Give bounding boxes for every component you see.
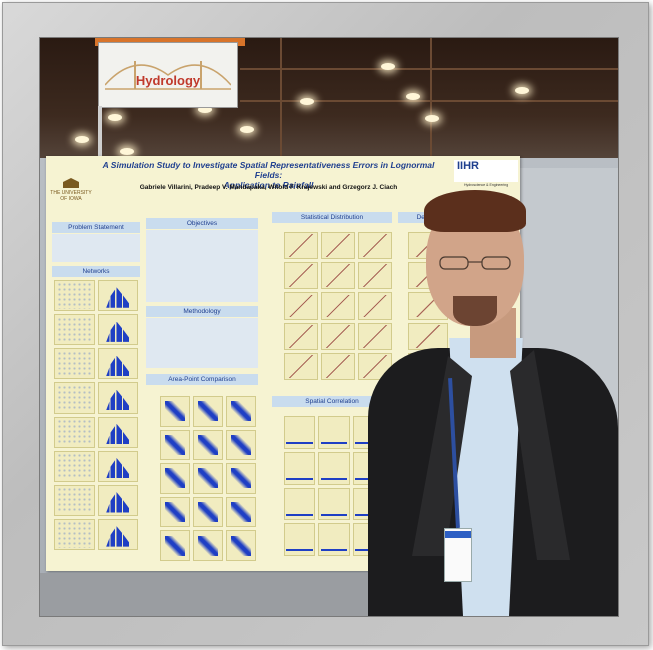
ceiling-light [198, 106, 212, 113]
ceiling-light [381, 63, 395, 70]
networks-plots [54, 280, 138, 550]
ceiling-light [300, 98, 314, 105]
university-logo: THE UNIVERSITY OF IOWA [50, 178, 92, 202]
glasses-icon [439, 256, 511, 270]
iihr-logo-subtitle: Hydroscience & Engineering [464, 183, 509, 187]
section-objectives: Objectives [146, 218, 258, 229]
problem-text [52, 234, 140, 262]
name-badge [444, 528, 472, 582]
bridge-graphic [105, 61, 231, 90]
section-statistical-distribution: Statistical Distribution [272, 212, 392, 223]
poster-title: A Simulation Study to Investigate Spatia… [102, 160, 435, 190]
ceiling-light [75, 136, 89, 143]
methodology-text [146, 318, 258, 368]
section-networks: Networks [52, 266, 140, 277]
sign-pole [98, 106, 102, 161]
section-spatial-correlation: Spatial Correlation [272, 396, 392, 407]
ceiling-light [120, 148, 134, 155]
iihr-logo: IIHR [454, 160, 518, 182]
ceiling-light [240, 126, 254, 133]
poster-authors: Gabriele Villarini, Pradeep V. Mandapaka… [139, 184, 398, 191]
hydrology-sign: Hydrology [98, 42, 238, 108]
objectives-text [146, 230, 258, 302]
section-area-point-comparison: Area-Point Comparison [146, 374, 258, 385]
person-hair [424, 190, 526, 232]
ceiling-light [515, 87, 529, 94]
section-problem-statement: Problem Statement [52, 222, 140, 233]
ceiling-light [108, 114, 122, 121]
person-beard [453, 296, 497, 326]
ceiling-light [425, 115, 439, 122]
photo: Hydrology THE UNIVERSITY OF IOWA A Simul… [40, 38, 618, 616]
sign-text: Hydrology [135, 73, 201, 88]
statistical-plots [284, 232, 392, 380]
ceiling-light [406, 93, 420, 100]
section-methodology: Methodology [146, 306, 258, 317]
area-point-plots [160, 396, 256, 561]
floor [40, 573, 400, 616]
